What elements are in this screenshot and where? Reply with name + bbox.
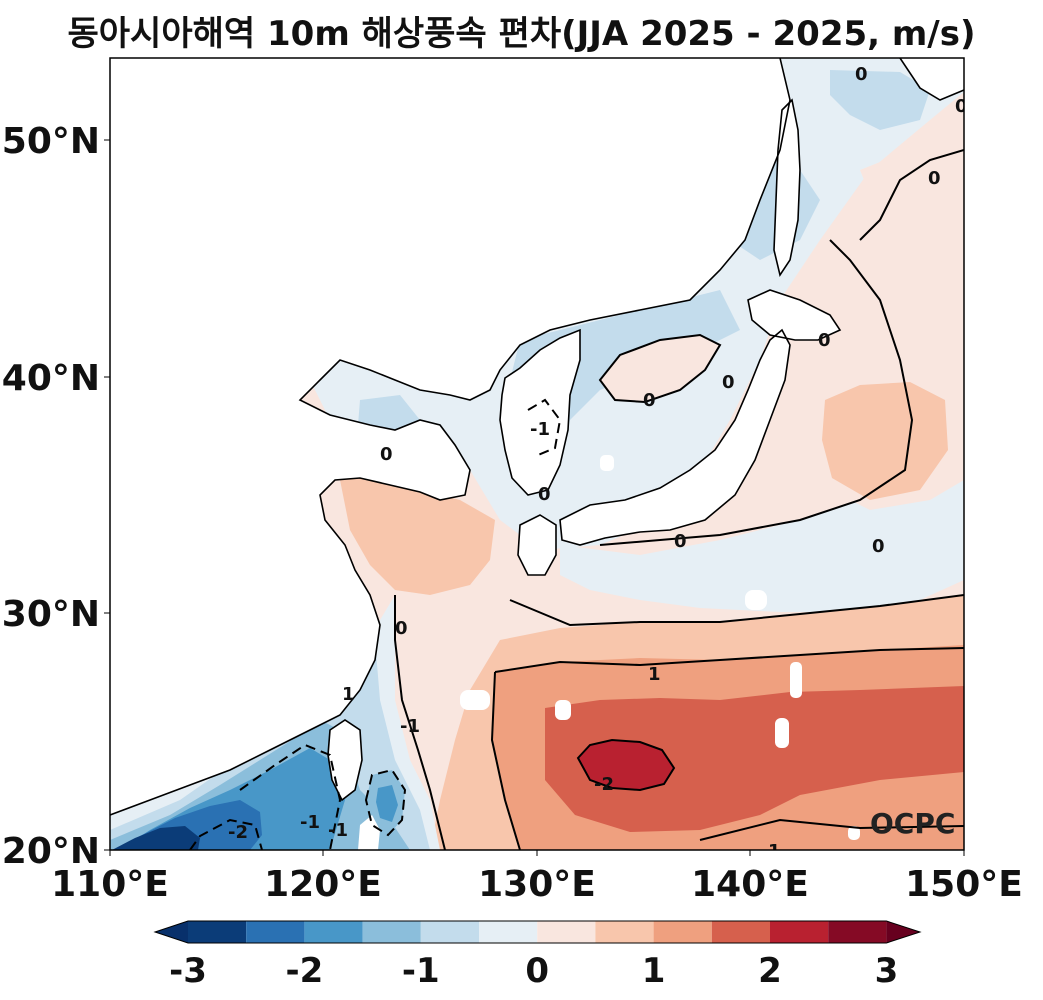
contour-label: 0 [643, 390, 656, 411]
colorbar-tick-label: 0 [525, 951, 549, 991]
contour-neg-two [189, 818, 263, 850]
land-asia [110, 58, 790, 815]
lat-axis: 50°N 40°N 30°N 20°N [2, 121, 110, 872]
contour-label: -2 [594, 774, 614, 795]
land-japan-honshu [560, 330, 790, 545]
land-japan-kyushu [518, 515, 556, 575]
field-negative-mid-3 [830, 70, 930, 130]
contour-label: 0 [722, 372, 735, 393]
contour-label: -2 [228, 822, 248, 843]
contour-label: 0 [674, 531, 687, 552]
credit-label: OCPC [870, 807, 955, 840]
map-panel: 0 0 0 0 0 0 0 0 0 0 0 1 1 1 -1 -1 -1 -1 … [110, 58, 968, 862]
field-negative-sw-6 [112, 826, 200, 850]
field-positive-peak [578, 740, 674, 790]
colorbar-tick-label: 3 [875, 951, 899, 991]
colorbar-bin-02 [246, 921, 305, 943]
colorbar-bin-08 [595, 921, 654, 943]
colorbar-tick-label: -1 [402, 951, 440, 991]
colorbar-bin-07 [537, 921, 596, 943]
lon-tick-label: 150°E [905, 864, 1023, 905]
lat-tick-label: 20°N [2, 831, 100, 872]
contour-label: 0 [928, 168, 941, 189]
colorbar-bin-10 [711, 921, 770, 943]
land-korea [500, 330, 580, 495]
contour-two [576, 738, 676, 792]
lon-tick-label: 140°E [691, 864, 809, 905]
colorbar-bin-11 [770, 921, 829, 943]
contour-label: 0 [855, 64, 868, 85]
colorbar-bin-09 [653, 921, 712, 943]
contour-label: 0 [380, 444, 393, 465]
contour-label: -1 [328, 820, 348, 841]
field-negative-japan-sea [560, 440, 964, 612]
colorbar-bin-12 [828, 921, 887, 943]
contour-zero-japansea-loop [598, 333, 722, 404]
colorbar-bin-04 [362, 921, 421, 943]
contour-label: -1 [400, 716, 420, 737]
colorbar-bin-03 [304, 921, 363, 943]
contours-negative [189, 398, 562, 850]
contour-zero-north [859, 149, 964, 241]
field-positive-east-2 [822, 382, 948, 500]
contour-neg-one-sw [239, 743, 342, 850]
colorbar-under-extend [155, 921, 188, 943]
field-negative-luzon-strait-core [376, 785, 398, 822]
contour-label: -1 [300, 812, 320, 833]
field-positive-band-high [545, 686, 964, 832]
coastlines [110, 58, 964, 816]
land-luzon [358, 815, 380, 850]
contour-labels: 0 0 0 0 0 0 0 0 0 0 0 1 1 1 -1 -1 -1 -1 … [228, 64, 968, 862]
contour-label: 0 [818, 330, 831, 351]
colorbar-tick-label: 2 [758, 951, 782, 991]
colorbar: -3 -2 -1 0 1 2 3 [153, 920, 922, 991]
contour-label: 0 [872, 536, 885, 557]
colorbar-tick-label: 1 [642, 951, 666, 991]
lon-tick-label: 110°E [51, 864, 169, 905]
field-positive-okhotsk [860, 135, 964, 270]
land-kamchatka-coast [900, 58, 964, 100]
lon-tick-label: 130°E [478, 864, 596, 905]
lon-tick-label: 120°E [264, 864, 382, 905]
map-title: 동아시아해역 10m 해상풍속 편차(JJA 2025 - 2025, m/s) [67, 14, 976, 54]
contour-one-west [490, 671, 521, 850]
contour-label: 1 [648, 664, 661, 685]
contour-one-south [699, 818, 964, 841]
contour-label: 1 [768, 841, 781, 862]
lat-tick-label: 30°N [2, 594, 100, 635]
colorbar-bin-05 [420, 921, 479, 943]
lat-tick-label: 40°N [2, 358, 100, 399]
land-hokkaido [748, 290, 840, 340]
contours [394, 149, 964, 850]
colorbar-bin-01 [188, 921, 247, 943]
field-positive-eastchina [340, 475, 495, 595]
contour-zero-japan [599, 239, 914, 546]
contour-zero-east-china [394, 595, 446, 850]
contour-one [494, 647, 964, 673]
colorbar-tick-label: -2 [286, 951, 324, 991]
contour-label: 0 [538, 484, 551, 505]
colorbar-over-extend [886, 921, 920, 943]
contour-label: 0 [955, 96, 968, 117]
colorbar-bin-06 [479, 921, 538, 943]
contour-neg-one-luzon [364, 768, 407, 837]
contour-label: 0 [395, 618, 408, 639]
lat-tick-label: 50°N [2, 121, 100, 162]
contour-label: -1 [530, 419, 550, 440]
contour-zero-south [509, 594, 964, 627]
contour-label: 1 [342, 684, 355, 705]
lon-axis: 110°E 120°E 130°E 140°E 150°E [51, 850, 1023, 905]
colorbar-tick-label: -3 [169, 951, 207, 991]
